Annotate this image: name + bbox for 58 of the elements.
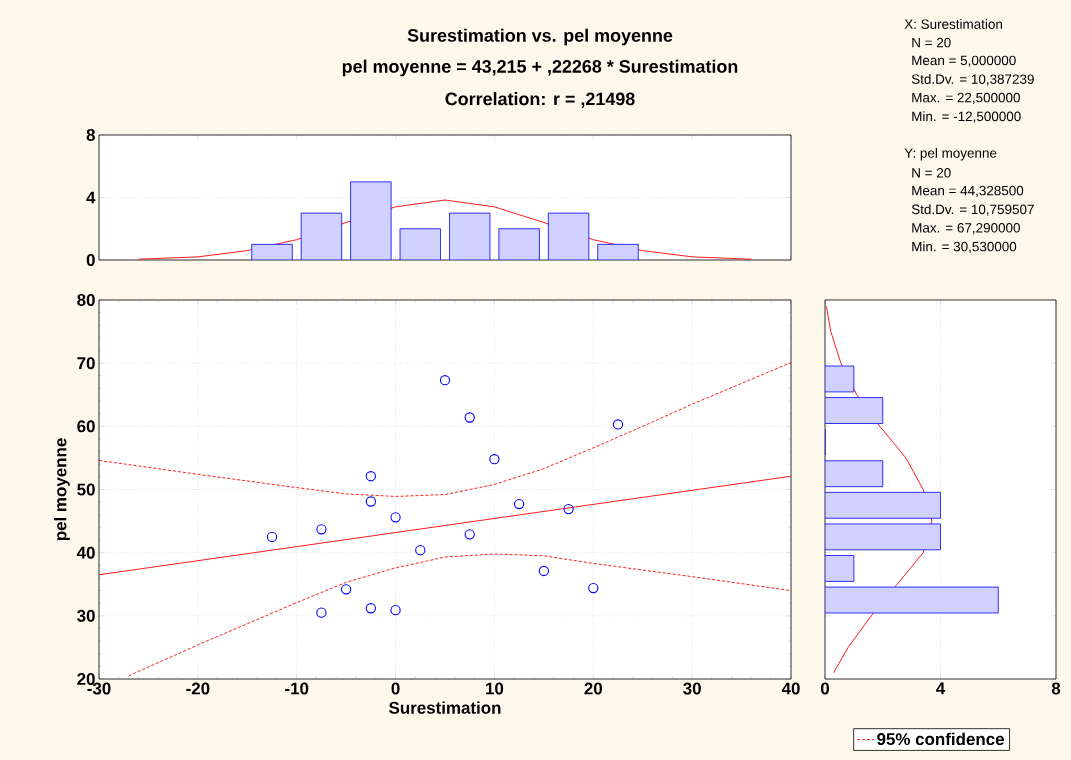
text: N = 20 (912, 37, 951, 48)
y-axis-title: pel moyenne (54, 438, 70, 541)
x-tick-label: 10 (486, 682, 504, 695)
text: Correlation: r = ,21498 (445, 92, 635, 108)
point (563, 503, 574, 515)
point (316, 607, 327, 618)
point (340, 584, 352, 595)
point (390, 605, 401, 616)
line-series (99, 362, 791, 497)
point (365, 603, 377, 614)
text: Y: pel moyenne (904, 147, 997, 161)
point (588, 582, 599, 594)
point (365, 471, 377, 482)
text: Min. = 30,530000 (912, 241, 1017, 253)
point (415, 544, 426, 556)
point (365, 496, 377, 507)
text: Max. = 67,290000 (912, 223, 1020, 235)
point (464, 529, 475, 540)
x-tick-label: -10 (285, 682, 309, 695)
text: Mean = 44,328500 (912, 185, 1024, 197)
y-tick-label: 80 (77, 294, 95, 306)
text: Std.Dv. = 10,759507 (911, 204, 1034, 216)
text: Max. = 22,500000 (912, 92, 1020, 104)
y-tick-label: 8 (86, 129, 95, 141)
x-tick-label: 20 (584, 682, 602, 695)
x-tick-label: 0 (391, 682, 400, 695)
legend-label: 95% confidence (877, 732, 1004, 746)
y-tick-label: 30 (77, 609, 95, 622)
point (439, 375, 451, 386)
chart-title: Surestimation vs. pel moyenne (407, 28, 673, 46)
text: N = 20 (912, 168, 951, 178)
point (513, 498, 525, 510)
x-tick-label: 30 (683, 682, 701, 695)
text: Min. = -12,500000 (912, 111, 1021, 123)
point (612, 419, 624, 430)
y-tick-label: 60 (77, 420, 95, 433)
x-tick-label: 8 (1051, 682, 1061, 695)
point (538, 565, 550, 577)
point (390, 512, 401, 523)
text: X: Surestimation (904, 19, 1002, 29)
point (464, 412, 475, 423)
point (266, 531, 278, 543)
point (489, 454, 500, 465)
y-tick-label: 70 (77, 357, 95, 370)
chart-subtitle: pel moyenne = 43,215 + ,22268 * Surestimation (342, 59, 738, 77)
y-tick-label: 0 (86, 254, 95, 266)
x-tick-label: 40 (781, 682, 800, 695)
x-tick-label: 4 (936, 682, 946, 695)
point (316, 524, 327, 535)
text: Mean = 5,000000 (912, 55, 1016, 67)
text: Std.Dv. = 10,387239 (911, 74, 1034, 86)
y-tick-label: 40 (76, 546, 95, 559)
y-tick-label: 50 (77, 483, 95, 496)
x-axis-title: Surestimation (389, 701, 501, 714)
x-tick-label: -20 (186, 682, 210, 695)
y-tick-label: 4 (86, 191, 96, 204)
x-tick-label: 0 (820, 682, 830, 695)
line-series (128, 553, 791, 677)
